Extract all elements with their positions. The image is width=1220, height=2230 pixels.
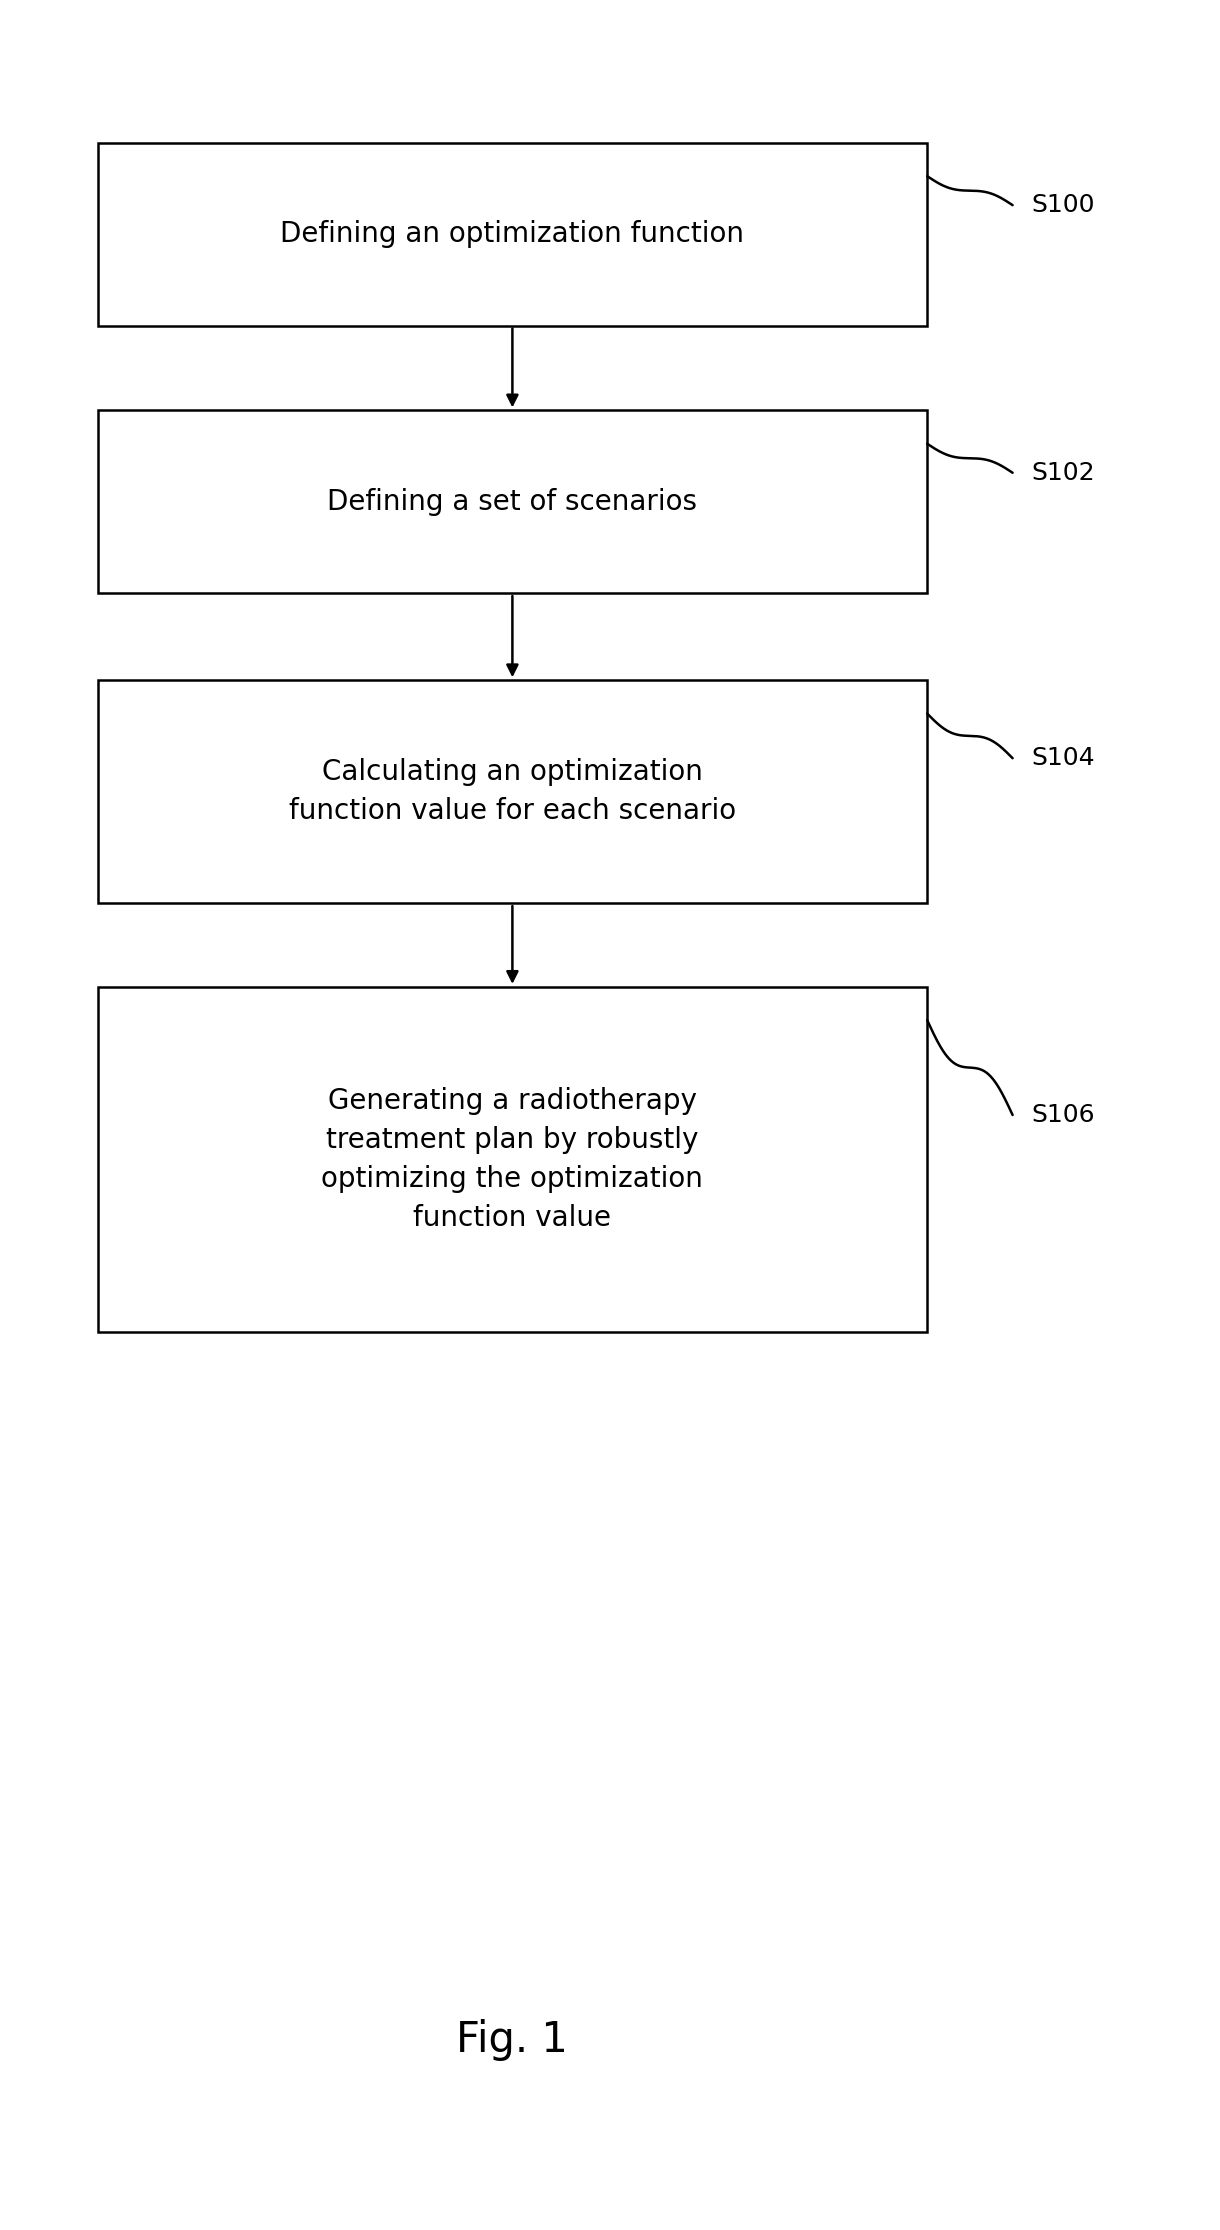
Text: Generating a radiotherapy
treatment plan by robustly
optimizing the optimization: Generating a radiotherapy treatment plan… xyxy=(321,1086,704,1233)
Text: S100: S100 xyxy=(1031,194,1094,216)
Text: S106: S106 xyxy=(1031,1104,1094,1126)
Text: Calculating an optimization
function value for each scenario: Calculating an optimization function val… xyxy=(289,758,736,825)
Text: S102: S102 xyxy=(1031,462,1094,484)
Bar xyxy=(98,680,927,903)
Bar xyxy=(98,410,927,593)
Bar xyxy=(98,986,927,1334)
Bar xyxy=(98,143,927,326)
Text: Defining an optimization function: Defining an optimization function xyxy=(281,221,744,248)
Text: Defining a set of scenarios: Defining a set of scenarios xyxy=(327,488,698,515)
Text: Fig. 1: Fig. 1 xyxy=(456,2020,569,2061)
Text: S104: S104 xyxy=(1031,747,1094,769)
